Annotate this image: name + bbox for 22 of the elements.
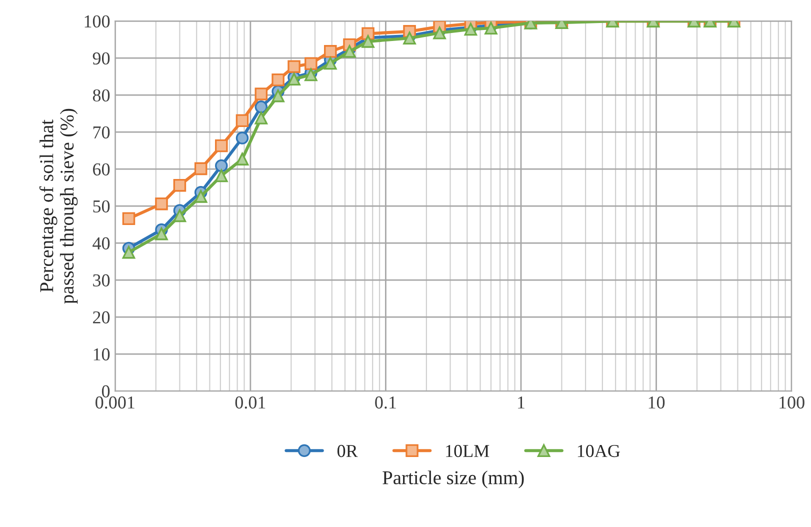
x-tick-label: 0.01: [235, 396, 266, 409]
y-tick-label: 30: [93, 274, 110, 286]
y-tick-label: 10: [94, 348, 110, 360]
y-tick-label: 100: [84, 15, 110, 28]
x-tick-label: 0.001: [96, 396, 134, 409]
legend-label: 10LM: [446, 444, 490, 458]
legend-label: 10AG: [578, 444, 620, 458]
x-axis-title: Particle size (mm): [382, 470, 524, 488]
x-tick-label: 1: [518, 396, 524, 408]
x-tick-label: 0.1: [375, 396, 396, 409]
x-tick-label: 10: [648, 396, 665, 409]
legend-label: 0R: [337, 444, 358, 458]
y-tick-label: 90: [92, 52, 110, 65]
y-axis-title: Percentage of soil that passed through sieve (%): [39, 108, 78, 304]
y-tick-label: 20: [93, 311, 110, 324]
y-tick-label: 60: [93, 163, 110, 176]
y-tick-label: 70: [93, 126, 110, 139]
y-tick-label: 0: [102, 385, 110, 398]
y-tick-label: 80: [92, 89, 110, 102]
y-tick-label: 40: [92, 237, 110, 250]
y-tick-label: 50: [93, 200, 110, 212]
x-tick-label: 100: [780, 396, 804, 409]
